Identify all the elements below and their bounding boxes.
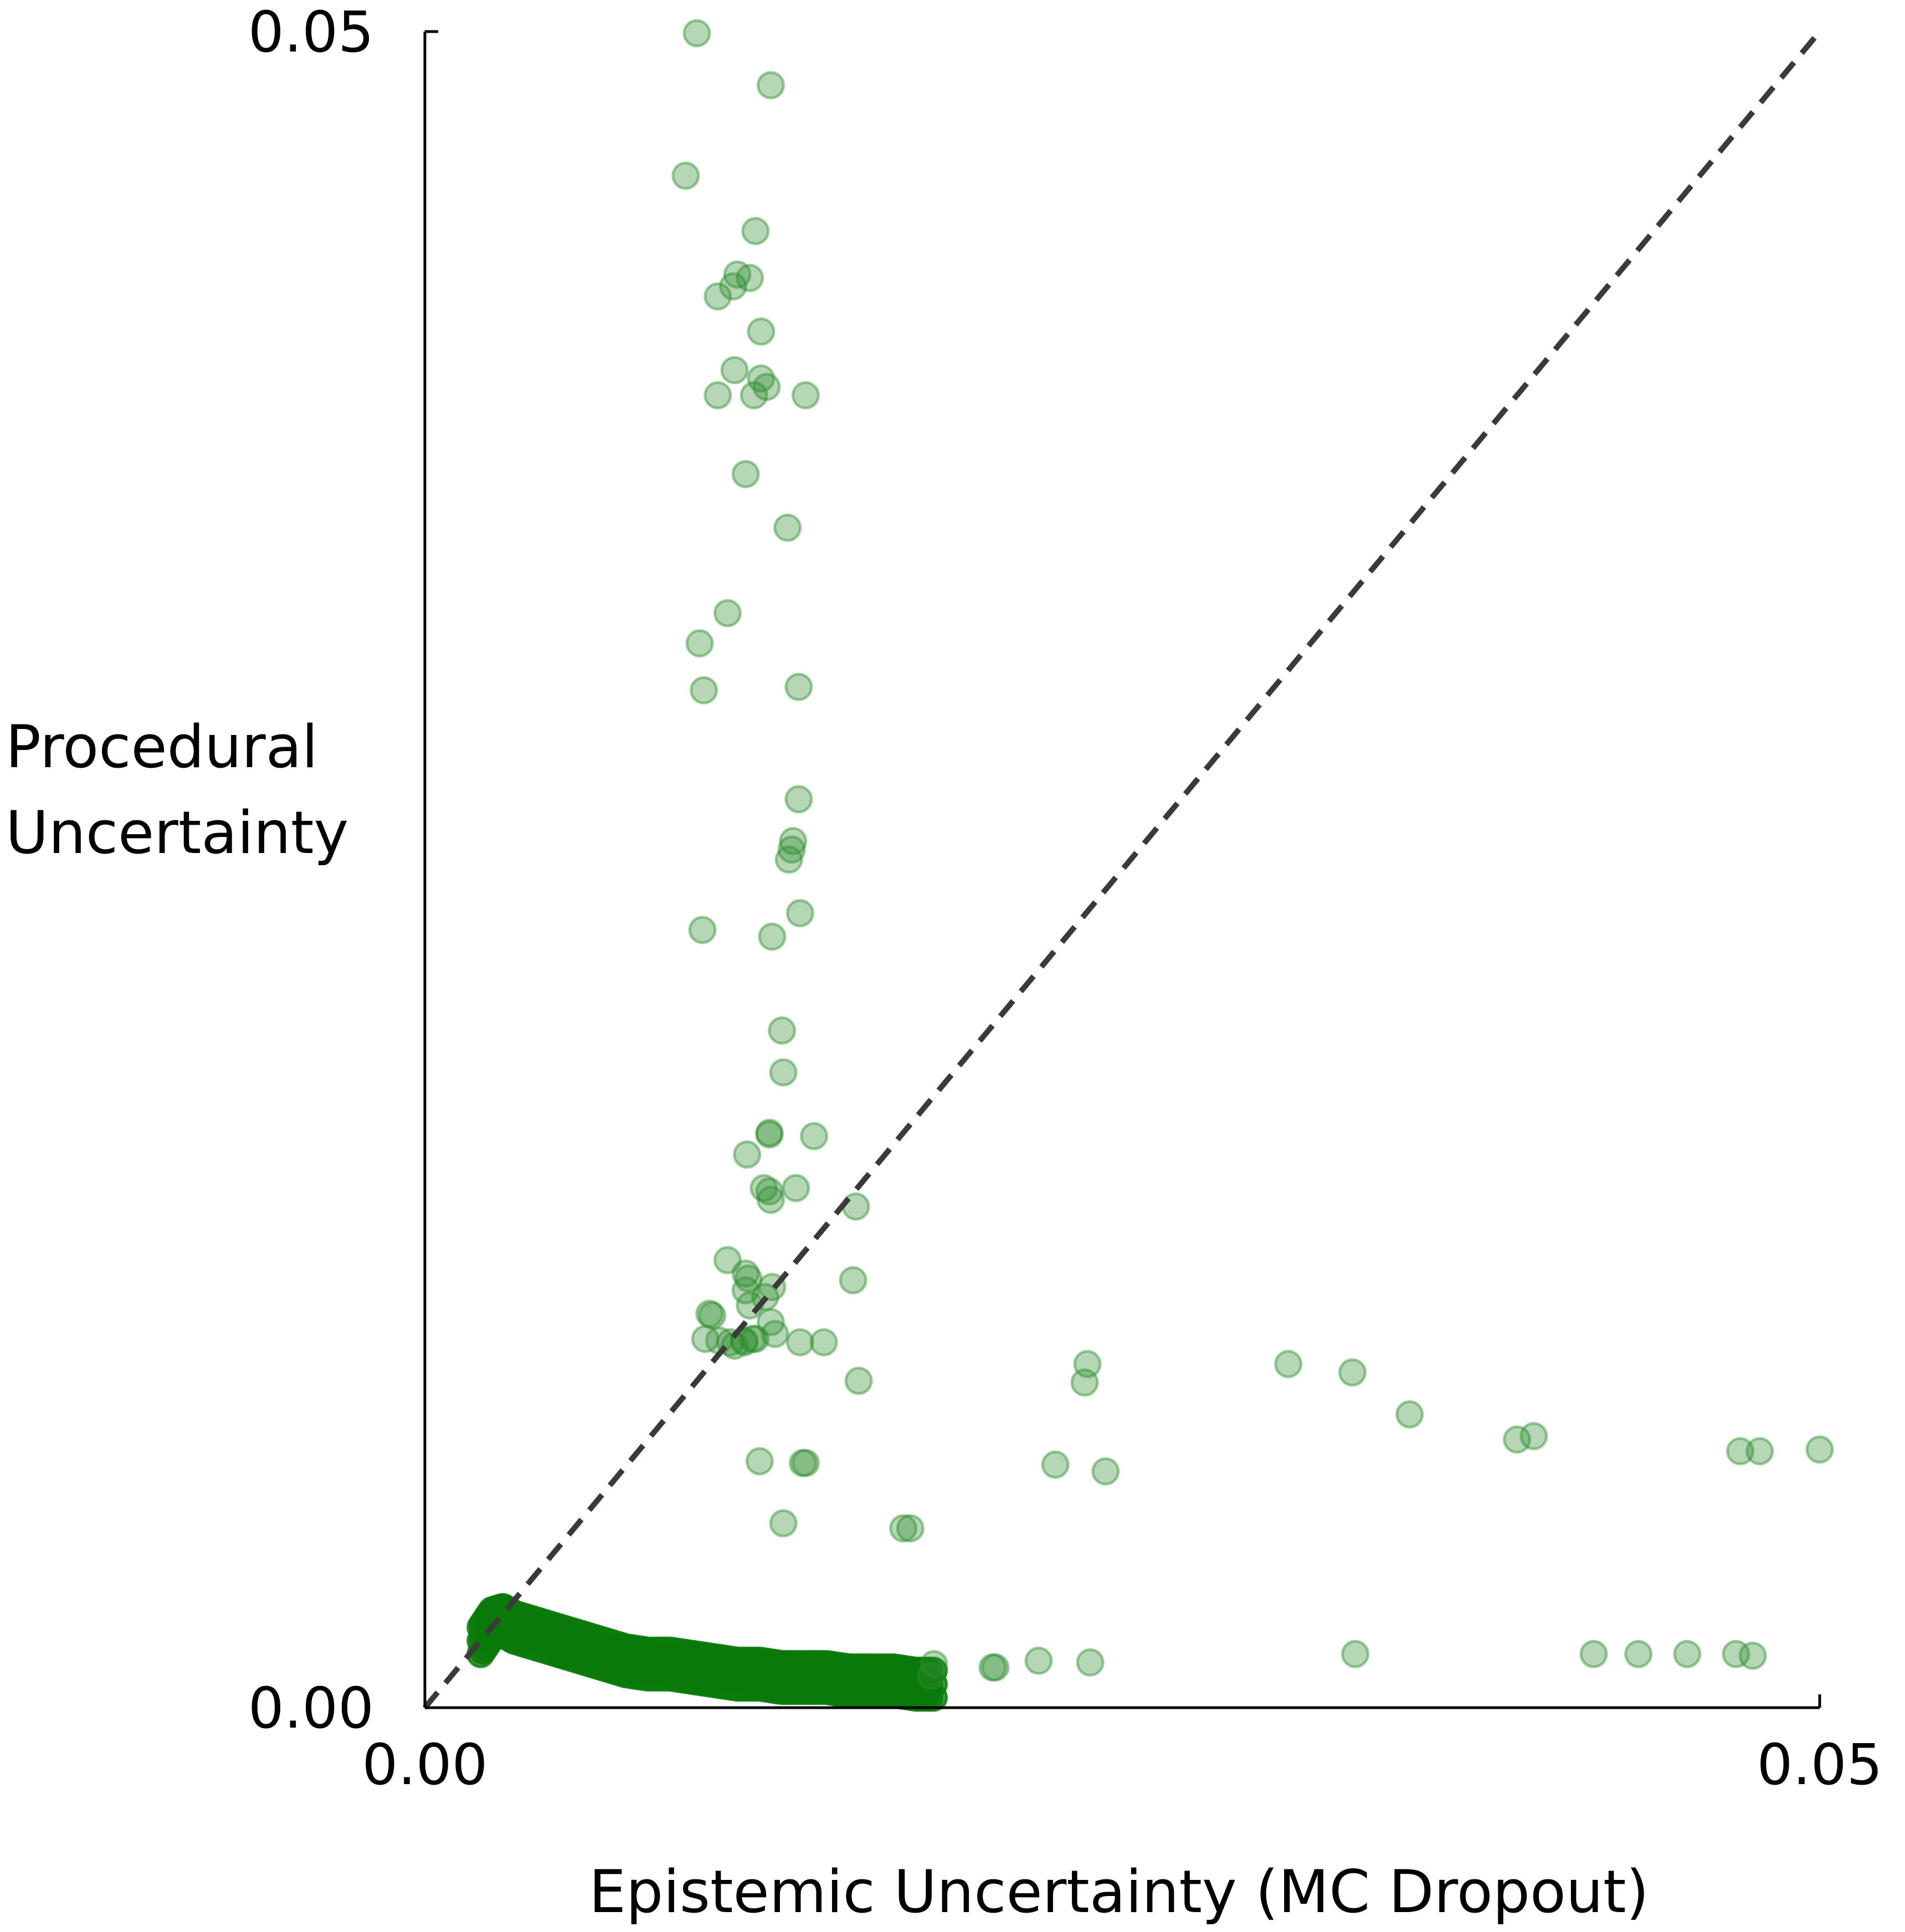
scatter-point-52 bbox=[691, 1324, 720, 1353]
scatter-point-11 bbox=[752, 373, 781, 402]
scatter-point-13 bbox=[740, 381, 768, 410]
scatter-point-76 bbox=[1091, 1457, 1120, 1486]
scatter-point-7 bbox=[704, 282, 732, 311]
y-tick-label-0: 0.00 bbox=[248, 1676, 374, 1741]
scatter-point-24 bbox=[774, 845, 803, 874]
scatter-point-6 bbox=[718, 272, 747, 301]
scatter-point-91 bbox=[917, 1662, 946, 1691]
scatter-point-37 bbox=[756, 1185, 785, 1214]
scatter-point-66 bbox=[1395, 1400, 1424, 1429]
scatter-point-18 bbox=[685, 629, 714, 657]
scatter-point-63 bbox=[1070, 1368, 1099, 1397]
y-axis-title-line-2: Uncertainty bbox=[6, 799, 348, 867]
scatter-point-34 bbox=[749, 1174, 778, 1203]
scatter-point-26 bbox=[688, 916, 717, 944]
scatter-point-20 bbox=[690, 676, 718, 705]
scatter-point-17 bbox=[713, 599, 742, 628]
scatter-point-75 bbox=[1041, 1450, 1070, 1479]
scatter-point-87 bbox=[1076, 1648, 1105, 1677]
scatter-point-73 bbox=[791, 1448, 820, 1477]
scatter-point-61 bbox=[844, 1366, 873, 1395]
scatter-point-22 bbox=[779, 827, 808, 856]
scatter-point-70 bbox=[1745, 1437, 1774, 1466]
scatter-point-44 bbox=[731, 1276, 760, 1305]
scatter-point-72 bbox=[745, 1447, 774, 1476]
scatter-point-60 bbox=[785, 1328, 814, 1356]
scatter-point-80 bbox=[1341, 1640, 1370, 1668]
scatter-point-15 bbox=[731, 460, 760, 489]
scatter-point-58 bbox=[730, 1328, 759, 1356]
scatter-point-16 bbox=[773, 513, 802, 542]
scatter-point-86 bbox=[1024, 1646, 1053, 1675]
scatter-point-69 bbox=[1726, 1437, 1754, 1466]
scatter-point-68 bbox=[1519, 1422, 1548, 1451]
scatter-point-67 bbox=[1503, 1425, 1532, 1454]
identity-reference-line bbox=[423, 29, 1822, 1710]
y-axis-title-line-1: Procedural bbox=[6, 713, 318, 781]
scatter-point-41 bbox=[734, 1264, 763, 1293]
scatter-point-27 bbox=[758, 922, 787, 951]
scatter-point-47 bbox=[695, 1299, 724, 1328]
x-tick-label-1: 0.05 bbox=[1757, 1732, 1882, 1798]
scatter-point-50 bbox=[738, 1324, 767, 1353]
scatter-point-79 bbox=[896, 1514, 925, 1543]
scatter-point-51 bbox=[756, 1308, 785, 1337]
scatter-point-48 bbox=[698, 1301, 727, 1330]
scatter-point-19 bbox=[784, 672, 813, 701]
scatter-point-1 bbox=[756, 71, 785, 100]
dense-point bbox=[920, 1656, 948, 1685]
axis-ticks: 0.00 0.05 0.00 0.05 bbox=[248, 0, 1883, 1798]
scatter-point-31 bbox=[755, 1120, 784, 1149]
scatter-point-78 bbox=[889, 1514, 918, 1543]
scatter-point-56 bbox=[761, 1319, 789, 1348]
scatter-points bbox=[671, 19, 1834, 1691]
scatter-point-23 bbox=[777, 835, 806, 864]
scatter-point-57 bbox=[809, 1328, 838, 1356]
x-axis-title: Epistemic Uncertainty (MC Dropout) bbox=[589, 1858, 1649, 1926]
scatter-point-9 bbox=[720, 356, 749, 384]
scatter-point-83 bbox=[1673, 1640, 1702, 1668]
scatter-point-64 bbox=[1274, 1350, 1303, 1379]
scatter-point-28 bbox=[768, 1016, 797, 1045]
scatter-point-2 bbox=[671, 161, 700, 190]
scatter-point-29 bbox=[769, 1058, 798, 1087]
scatter-point-71 bbox=[1805, 1435, 1834, 1464]
scatter-point-5 bbox=[736, 264, 764, 292]
scatter-point-88 bbox=[978, 1653, 1007, 1682]
scatter-point-82 bbox=[1624, 1640, 1653, 1668]
scatter-point-55 bbox=[741, 1324, 770, 1353]
scatter-point-14 bbox=[791, 381, 820, 410]
scatter-point-8 bbox=[747, 317, 776, 346]
scatter-point-39 bbox=[713, 1246, 742, 1275]
y-tick-label-1: 0.05 bbox=[248, 0, 374, 65]
scatter-point-40 bbox=[731, 1259, 760, 1288]
scatter-point-32 bbox=[800, 1122, 829, 1150]
scatter-point-25 bbox=[785, 899, 814, 928]
scatter-point-36 bbox=[782, 1174, 810, 1203]
scatter-point-10 bbox=[747, 364, 776, 393]
scatter-point-30 bbox=[755, 1118, 784, 1147]
scatter-point-35 bbox=[755, 1177, 784, 1206]
scatter-point-3 bbox=[741, 217, 770, 245]
scatter-point-21 bbox=[784, 785, 813, 814]
scatter-point-74 bbox=[788, 1448, 817, 1477]
scatter-point-62 bbox=[1073, 1350, 1102, 1379]
scatter-point-4 bbox=[723, 260, 752, 289]
scatter-point-33 bbox=[733, 1140, 762, 1169]
scatter-point-81 bbox=[1579, 1640, 1608, 1668]
scatter-point-90 bbox=[920, 1650, 948, 1678]
scatter-point-84 bbox=[1722, 1640, 1750, 1668]
scatter-point-43 bbox=[839, 1266, 867, 1294]
scatter-point-0 bbox=[682, 19, 711, 48]
scatter-point-85 bbox=[1738, 1641, 1767, 1670]
x-tick-label-0: 0.00 bbox=[362, 1732, 487, 1798]
scatter-point-65 bbox=[1338, 1358, 1367, 1387]
scatter-point-12 bbox=[704, 381, 732, 410]
dense-point-cluster bbox=[466, 1592, 948, 1712]
scatter-point-89 bbox=[981, 1653, 1010, 1682]
scatter-point-77 bbox=[769, 1509, 798, 1538]
